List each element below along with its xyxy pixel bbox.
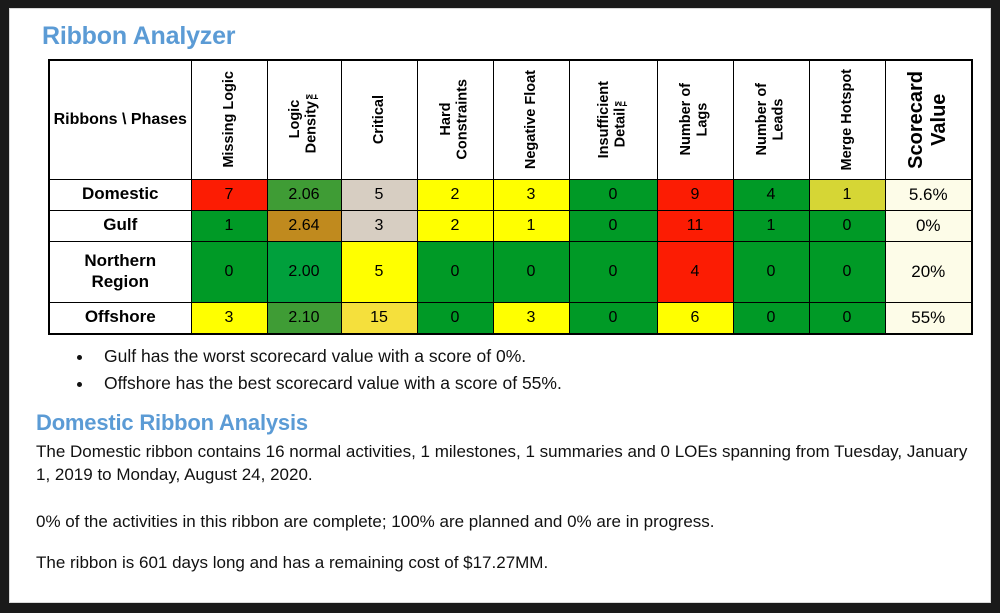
metric-cell: 1 [732,209,810,242]
metric-cell: 0 [568,240,658,303]
header-scorecard-value-label: Scorecard Value [905,70,951,169]
scorecard-value-cell: 20% [884,240,973,303]
metric-cell: 2.06 [266,178,342,211]
ribbon-analyzer-table: Ribbons \ Phases Missing Logic Logic Den… [48,58,973,335]
metric-cell: 0 [568,301,658,334]
metric-cell: 0 [808,301,886,334]
metric-cell: 0 [416,301,494,334]
header-number-of-leads: Number of Leads [732,59,810,180]
report-page: Ribbon Analyzer Ribbons \ Phases Missing… [9,8,991,603]
analysis-title: Domestic Ribbon Analysis [36,409,308,435]
metric-cell: 1 [190,209,268,242]
header-critical: Critical [340,59,418,180]
header-logic-density-label: Logic Density™ [287,85,320,154]
table-body: Domestic 7 2.06 5 2 3 0 9 4 1 5.6% Gulf 1 2.64 3 2 1 0 11 1… [48,178,973,334]
header-critical-label: Critical [370,94,387,145]
page-title: Ribbon Analyzer [42,22,236,50]
header-insufficient-detail-label: Insufficient Detail™ [596,80,629,159]
analysis-paragraph-3: The ribbon is 601 days long and has a re… [36,552,549,572]
header-missing-logic: Missing Logic [190,59,268,180]
metric-cell: 0 [568,178,658,211]
header-missing-logic-label: Missing Logic [220,71,237,168]
table-row: Offshore 3 2.10 15 0 3 0 6 0 0 55% [48,301,973,334]
metric-cell: 0 [492,240,570,303]
metric-cell: 3 [492,301,570,334]
metric-cell: 0 [732,301,810,334]
metric-cell: 5 [340,240,418,303]
metric-cell: 0 [808,240,886,303]
analysis-paragraph-1: The Domestic ribbon contains 16 normal a… [36,441,968,484]
scorecard-value-cell: 55% [884,301,973,334]
row-label-gulf: Gulf [48,209,192,242]
header-negative-float: Negative Float [492,59,570,180]
table-header: Ribbons \ Phases Missing Logic Logic Den… [48,59,973,180]
metric-cell: 1 [492,209,570,242]
metric-cell: 0 [568,209,658,242]
findings-list: Gulf has the worst scorecard value with … [36,343,972,397]
table-row: Domestic 7 2.06 5 2 3 0 9 4 1 5.6% [48,178,973,211]
row-label-domestic: Domestic [48,178,192,211]
header-number-of-leads-label: Number of Leads [754,83,787,156]
metric-cell: 0 [732,240,810,303]
metric-cell: 7 [190,178,268,211]
metric-cell: 2.64 [266,209,342,242]
table-row: Gulf 1 2.64 3 2 1 0 11 1 0 0% [48,209,973,242]
metric-cell: 2.10 [266,301,342,334]
header-negative-float-label: Negative Float [522,69,539,170]
metric-cell: 11 [656,209,734,242]
header-logic-density: Logic Density™ [266,59,342,180]
header-hard-constraints: Hard Constraints [416,59,494,180]
header-insufficient-detail: Insufficient Detail™ [568,59,658,180]
metric-cell: 9 [656,178,734,211]
finding-item: Offshore has the best scorecard value wi… [94,370,972,397]
header-scorecard-value: Scorecard Value [884,59,973,180]
metric-cell: 3 [340,209,418,242]
metric-cell: 3 [190,301,268,334]
metric-cell: 0 [808,209,886,242]
metric-cell: 6 [656,301,734,334]
metric-cell: 4 [732,178,810,211]
header-row: Ribbons \ Phases Missing Logic Logic Den… [48,59,973,180]
metric-cell: 2 [416,178,494,211]
header-merge-hotspot: Merge Hotspot [808,59,886,180]
table-row: Northern Region 0 2.00 5 0 0 0 4 0 0 20% [48,240,973,303]
metric-cell: 2.00 [266,240,342,303]
header-number-of-lags: Number of Lags [656,59,734,180]
analysis-paragraph-2: 0% of the activities in this ribbon are … [36,511,715,531]
row-label-northern-region: Northern Region [48,240,192,303]
metric-cell: 3 [492,178,570,211]
metric-cell: 4 [656,240,734,303]
metric-cell: 2 [416,209,494,242]
finding-item: Gulf has the worst scorecard value with … [94,343,972,370]
scorecard-value-cell: 5.6% [884,178,973,211]
row-label-offshore: Offshore [48,301,192,334]
metric-cell: 1 [808,178,886,211]
header-number-of-lags-label: Number of Lags [678,83,711,156]
metric-cell: 15 [340,301,418,334]
metric-cell: 5 [340,178,418,211]
header-hard-constraints-label: Hard Constraints [438,79,471,160]
metric-cell: 0 [190,240,268,303]
scorecard-value-cell: 0% [884,209,973,242]
header-merge-hotspot-label: Merge Hotspot [838,68,855,171]
header-corner: Ribbons \ Phases [48,59,192,180]
metric-cell: 0 [416,240,494,303]
